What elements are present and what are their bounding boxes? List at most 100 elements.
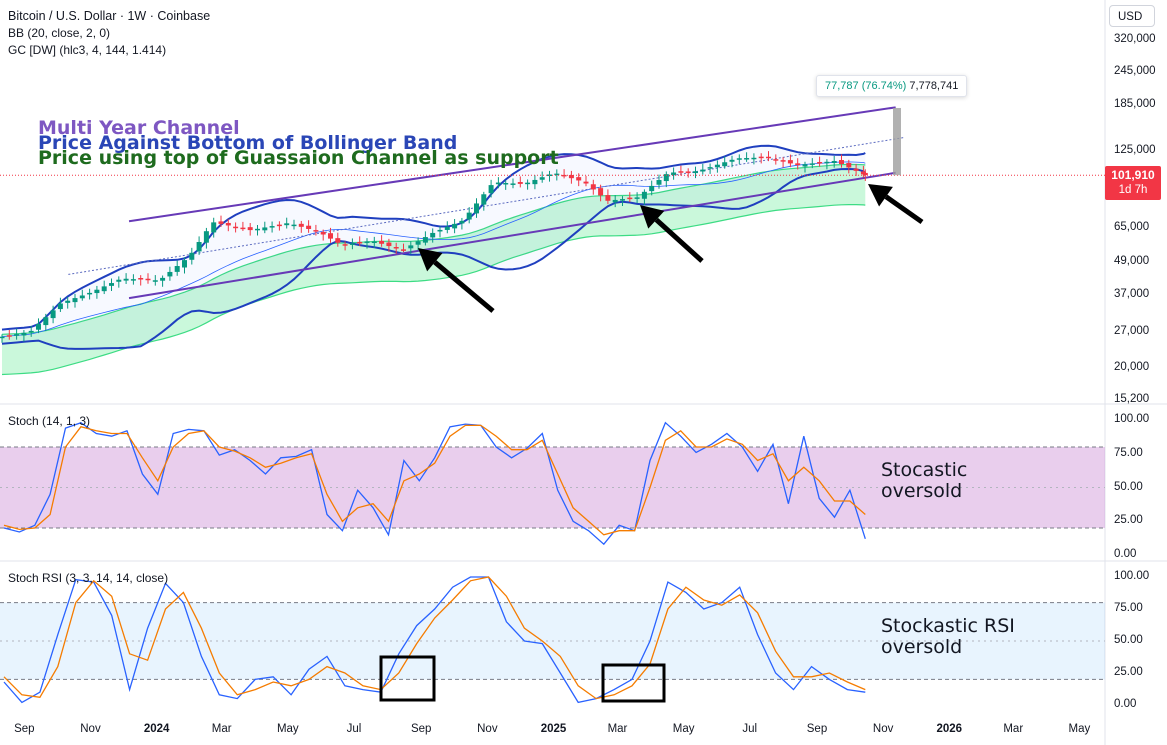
candle-body	[466, 212, 472, 220]
candle-body	[291, 224, 297, 227]
candle-body	[145, 278, 151, 281]
candle-body	[203, 231, 209, 243]
time-tick-label: 2025	[540, 723, 567, 735]
time-tick-label: Nov	[477, 723, 498, 735]
candle-body	[744, 158, 750, 160]
candle-body	[452, 223, 458, 229]
candle-body	[123, 278, 129, 281]
candle-body	[0, 336, 5, 339]
time-tick-label: 2024	[143, 723, 170, 735]
candle-body	[729, 159, 735, 162]
candle-body	[357, 241, 363, 244]
candle-body	[714, 164, 720, 168]
candle-body	[510, 183, 516, 185]
candle-body	[605, 195, 611, 201]
pointer-arrow-head	[418, 248, 443, 272]
stoch-note-2: oversold	[881, 480, 963, 502]
bollinger-legend[interactable]: BB (20, close, 2, 0)	[8, 26, 111, 40]
candle-body	[247, 227, 253, 231]
channel-top-line	[128, 106, 896, 223]
candle-body	[211, 222, 217, 233]
candle-body	[503, 183, 509, 185]
candle-body	[28, 330, 34, 333]
candle-body	[474, 203, 479, 214]
candle-body	[240, 227, 246, 230]
highlight-box	[601, 663, 666, 703]
candle-body	[862, 172, 868, 176]
stochrsi-title[interactable]: Stoch RSI (3, 3, 14, 14, close)	[8, 571, 169, 585]
candle-body	[233, 226, 239, 229]
time-tick-label: Jul	[742, 723, 758, 735]
candle-body	[189, 252, 195, 260]
candle-body	[284, 223, 290, 226]
candle-body	[225, 222, 231, 226]
osc-tick-label: 100.00	[1114, 413, 1150, 425]
channel-bottom-line	[128, 171, 896, 300]
candle-body	[393, 247, 399, 249]
candle-body	[422, 237, 428, 243]
currency-button[interactable]: USD	[1109, 5, 1155, 27]
candle-body	[335, 238, 341, 243]
candle-body	[641, 191, 647, 199]
candle-body	[839, 160, 844, 164]
time-tick-label: Mar	[211, 723, 232, 735]
candle-body	[525, 182, 531, 185]
pointer-arrow-shaft	[884, 194, 924, 225]
osc-tick-label: 25.00	[1114, 514, 1143, 527]
bollinger-fill	[2, 145, 866, 349]
measure-volume: 7,778,741	[909, 80, 959, 92]
last-price: 101,910	[1111, 168, 1155, 182]
candle-body	[342, 244, 348, 246]
stochrsi-pane[interactable]	[0, 576, 1105, 704]
candle-body	[612, 199, 618, 203]
candle-body	[751, 157, 757, 160]
gaussian-channel-legend[interactable]: GC [DW] (hlc3, 4, 144, 1.414)	[8, 43, 167, 57]
candle-body	[408, 245, 414, 249]
candle-body	[787, 160, 793, 164]
candle-body	[218, 221, 224, 224]
price-tick-label: 65,000	[1114, 221, 1150, 234]
candle-body	[430, 232, 436, 238]
candle-body	[766, 156, 771, 159]
candle-body	[773, 159, 779, 161]
annotation-gaussian: Price using top of Guassaion Channel as …	[38, 147, 559, 169]
highlight-box	[379, 655, 436, 702]
candle-body	[269, 226, 275, 228]
osc-tick-label: 75.00	[1114, 602, 1143, 614]
candle-body	[313, 230, 319, 232]
candle-body	[663, 174, 669, 182]
candle-body	[488, 185, 494, 194]
candle-body	[160, 277, 166, 281]
candle-body	[649, 185, 655, 192]
candle-body	[656, 180, 662, 185]
stoch-pane[interactable]	[0, 421, 1105, 546]
candle-body	[57, 303, 63, 310]
candle-body	[437, 229, 443, 232]
candle-body	[590, 184, 596, 190]
candle-body	[94, 289, 100, 294]
candle-body	[780, 160, 786, 162]
candle-body	[809, 163, 815, 165]
time-tick-label: 2026	[936, 723, 963, 735]
symbol-title[interactable]: Bitcoin / U.S. Dollar · 1W · Coinbase	[8, 9, 211, 23]
price-tick-label: 15,200	[1114, 393, 1150, 405]
candle-body	[50, 310, 56, 319]
candle-body	[495, 182, 501, 185]
stoch-note-1: Stocastic	[881, 459, 968, 481]
channel-mid-line	[68, 137, 904, 275]
candle-body	[386, 242, 392, 247]
price-tick-label: 37,000	[1114, 287, 1150, 300]
candle-body	[298, 223, 304, 227]
candle-body	[401, 249, 406, 251]
candle-body	[627, 197, 633, 200]
stochrsi-d-line	[3, 576, 866, 700]
stoch-title[interactable]: Stoch (14, 1, 3)	[8, 414, 91, 428]
candle-body	[87, 292, 93, 295]
price-tick-label: 245,000	[1114, 64, 1156, 77]
time-tick-label: Jul	[346, 723, 362, 735]
candle-body	[831, 160, 837, 164]
price-tick-label: 185,000	[1114, 97, 1156, 110]
candle-body	[21, 332, 27, 336]
